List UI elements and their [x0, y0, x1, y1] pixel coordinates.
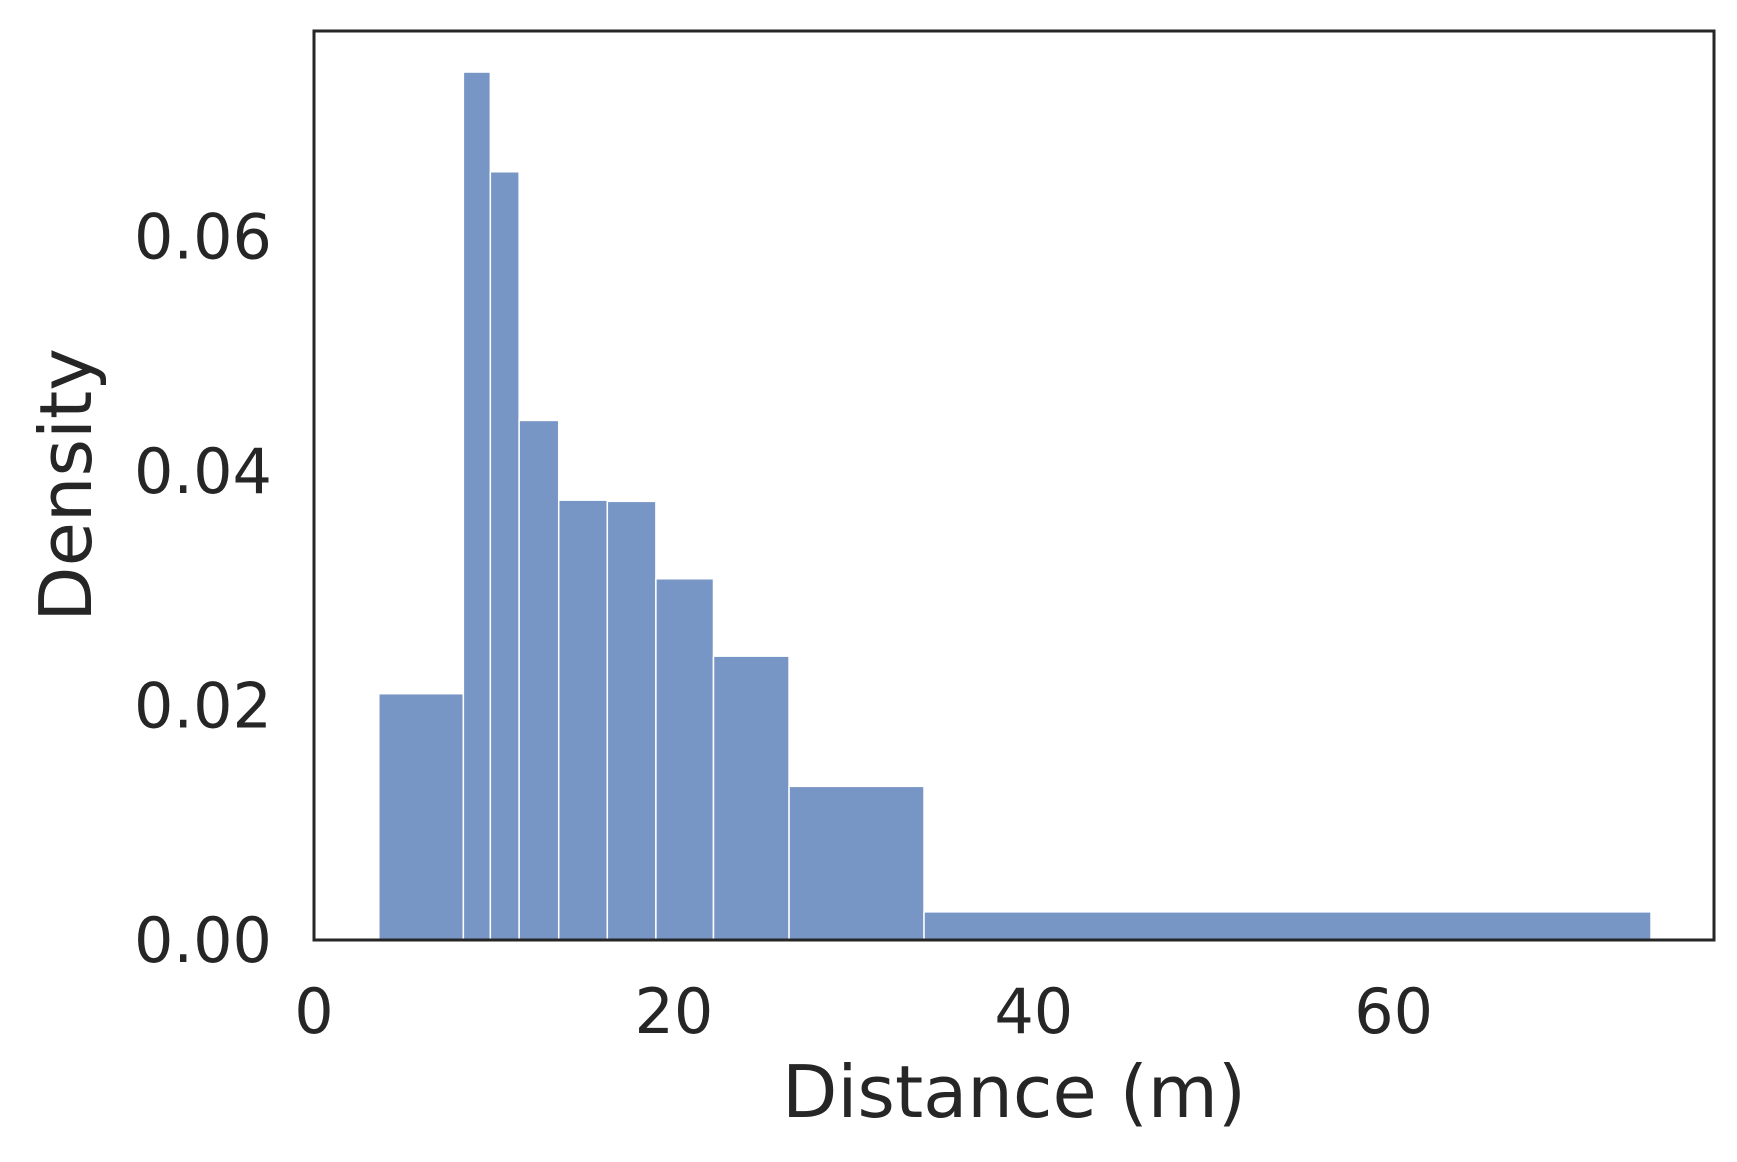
- histogram-bar: [378, 692, 465, 941]
- plot-frame: [312, 29, 1716, 942]
- y-axis-ticks: 0.00 0.02 0.04 0.06: [134, 200, 272, 977]
- histogram-bar: [788, 785, 925, 941]
- x-tick-label: 60: [1354, 975, 1433, 1048]
- x-axis-ticks: 0 20 40 60: [294, 975, 1433, 1048]
- y-tick-label: 0.00: [134, 904, 272, 977]
- histogram-bar: [712, 655, 790, 941]
- y-tick-label: 0.02: [134, 669, 272, 742]
- histogram-bar: [606, 500, 657, 941]
- y-tick-label: 0.04: [134, 435, 272, 508]
- y-axis-label: Density: [24, 348, 108, 622]
- histogram-bar: [489, 170, 520, 941]
- histogram-bar: [923, 911, 1652, 941]
- x-tick-label: 0: [294, 975, 333, 1048]
- histogram-bar: [557, 499, 609, 941]
- histogram-bars: [378, 71, 1652, 941]
- histogram-bar: [518, 419, 560, 941]
- x-tick-label: 20: [634, 975, 713, 1048]
- y-tick-label: 0.06: [134, 200, 272, 273]
- histogram-bar: [462, 71, 492, 941]
- x-axis-label: Distance (m): [782, 1050, 1246, 1134]
- x-tick-label: 40: [994, 975, 1073, 1048]
- histogram-bar: [655, 577, 715, 941]
